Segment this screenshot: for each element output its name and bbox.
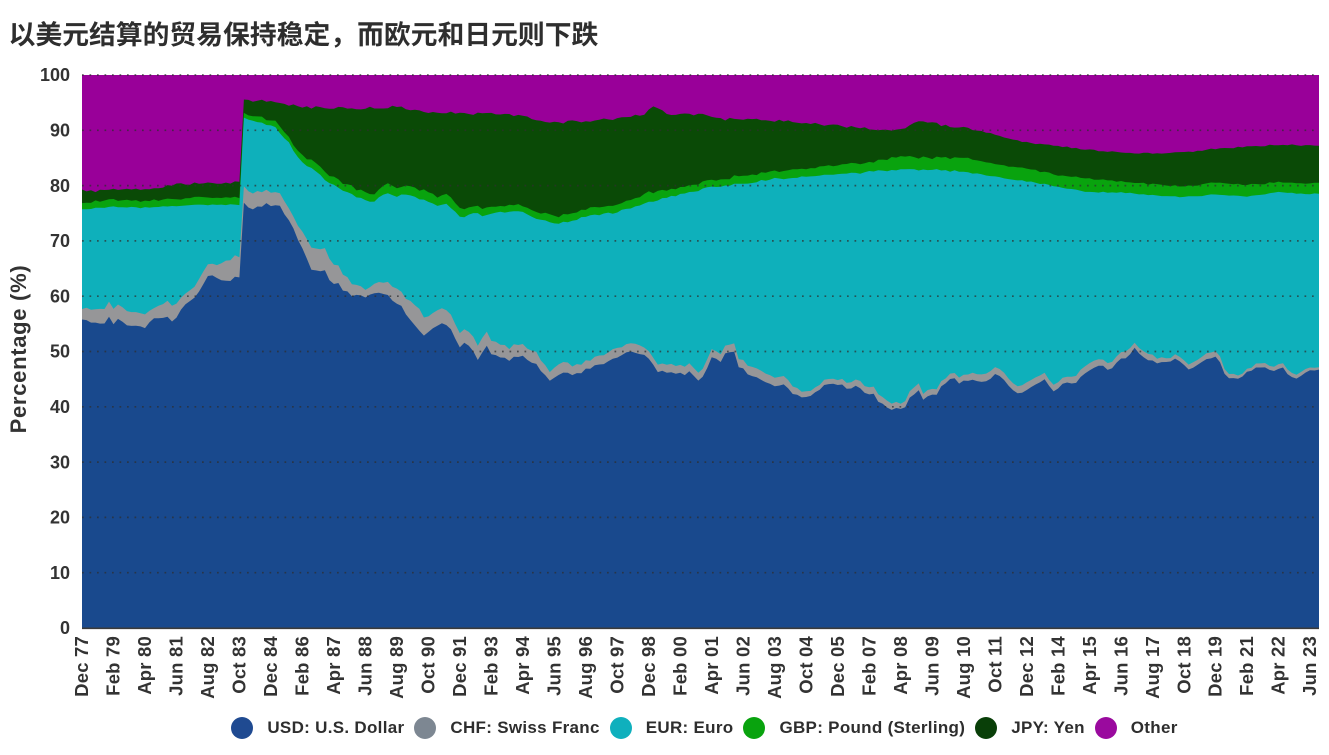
svg-text:Apr 08: Apr 08	[890, 636, 911, 695]
svg-text:Aug 89: Aug 89	[386, 636, 407, 699]
svg-text:90: 90	[50, 121, 70, 141]
svg-text:Oct 11: Oct 11	[984, 636, 1005, 693]
svg-text:Jun 23: Jun 23	[1299, 636, 1320, 696]
svg-text:Apr 80: Apr 80	[134, 636, 155, 695]
svg-text:40: 40	[50, 397, 70, 417]
svg-text:Dec 98: Dec 98	[638, 636, 659, 697]
svg-text:100: 100	[40, 65, 70, 85]
svg-text:Dec 12: Dec 12	[1016, 636, 1037, 697]
svg-text:70: 70	[50, 231, 70, 251]
svg-text:Percentage (%): Percentage (%)	[6, 265, 31, 434]
svg-text:20: 20	[50, 508, 70, 528]
svg-text:Apr 87: Apr 87	[323, 636, 344, 695]
svg-text:Feb 00: Feb 00	[670, 636, 691, 696]
svg-text:Oct 97: Oct 97	[607, 636, 628, 694]
svg-text:Dec 05: Dec 05	[827, 636, 848, 697]
svg-text:Feb 21: Feb 21	[1236, 636, 1257, 696]
svg-text:Dec 77: Dec 77	[71, 636, 92, 697]
svg-text:Jun 02: Jun 02	[732, 636, 753, 696]
svg-text:Aug 82: Aug 82	[197, 636, 218, 699]
svg-text:Aug 03: Aug 03	[764, 636, 785, 699]
svg-text:Dec 84: Dec 84	[260, 635, 281, 696]
svg-text:Dec 91: Dec 91	[449, 636, 470, 697]
svg-text:Oct 04: Oct 04	[795, 635, 816, 693]
svg-text:Aug 96: Aug 96	[575, 636, 596, 699]
svg-text:50: 50	[50, 342, 70, 362]
svg-text:Apr 01: Apr 01	[701, 636, 722, 695]
svg-text:Feb 93: Feb 93	[481, 636, 502, 696]
svg-text:Oct 90: Oct 90	[418, 636, 439, 694]
svg-text:Feb 86: Feb 86	[292, 636, 313, 696]
svg-text:Oct 18: Oct 18	[1173, 636, 1194, 694]
svg-text:Jun 88: Jun 88	[355, 636, 376, 696]
svg-text:Apr 15: Apr 15	[1079, 636, 1100, 695]
svg-text:Aug 10: Aug 10	[953, 636, 974, 699]
svg-text:10: 10	[50, 563, 70, 583]
svg-text:Jun 81: Jun 81	[166, 636, 187, 696]
svg-text:Apr 22: Apr 22	[1268, 636, 1289, 695]
svg-text:Feb 07: Feb 07	[858, 636, 879, 696]
svg-text:0: 0	[60, 618, 70, 638]
svg-text:Jun 95: Jun 95	[544, 636, 565, 696]
svg-text:Jun 09: Jun 09	[921, 636, 942, 696]
svg-text:80: 80	[50, 176, 70, 196]
svg-text:Jun 16: Jun 16	[1110, 636, 1131, 696]
svg-text:Feb 79: Feb 79	[103, 636, 124, 696]
svg-text:Feb 14: Feb 14	[1047, 635, 1068, 695]
svg-text:Oct 83: Oct 83	[229, 636, 250, 694]
svg-text:30: 30	[50, 452, 70, 472]
svg-text:60: 60	[50, 286, 70, 306]
svg-text:Aug 17: Aug 17	[1142, 636, 1163, 699]
svg-text:Dec 19: Dec 19	[1205, 636, 1226, 697]
svg-text:Apr 94: Apr 94	[512, 635, 533, 694]
